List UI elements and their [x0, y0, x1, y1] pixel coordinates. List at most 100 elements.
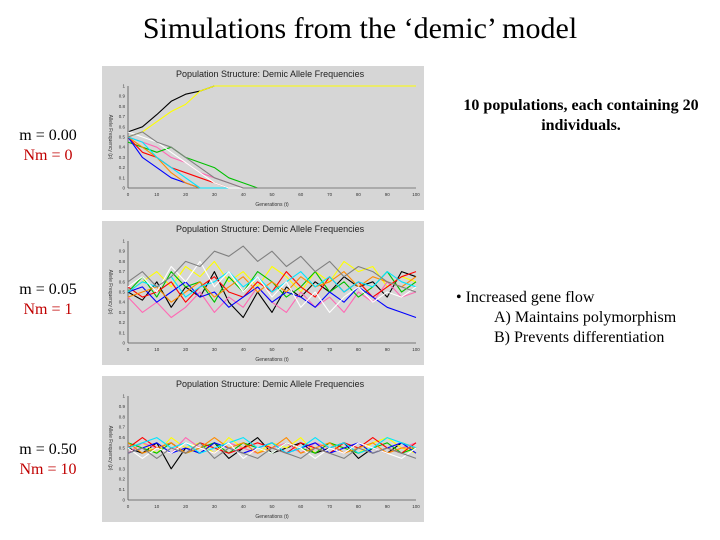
- y-tick-label: 1: [122, 84, 125, 89]
- x-tick-label: 100: [412, 347, 420, 352]
- x-tick-label: 100: [412, 192, 420, 197]
- series-line-10: [127, 131, 416, 189]
- series-line-6: [127, 281, 417, 319]
- label-group-1: m = 0.00 Nm = 0: [6, 126, 90, 166]
- label-group-2: m = 0.05 Nm = 1: [6, 280, 90, 320]
- y-axis-label: Allele Frequency (p): [107, 115, 113, 160]
- series-line-8: [127, 271, 417, 298]
- x-tick-label: 70: [327, 347, 333, 352]
- x-tick-label: 90: [385, 192, 391, 197]
- series-line-2: [127, 85, 416, 138]
- y-tick-label: 0.5: [119, 290, 126, 295]
- x-tick-label: 40: [241, 192, 247, 197]
- x-tick-label: 0: [127, 504, 130, 509]
- allele-frequency-chart: Population Structure: Demic Allele Frequ…: [102, 221, 424, 365]
- y-axis-label: Allele Frequency (p): [107, 426, 113, 471]
- x-tick-label: 50: [269, 347, 275, 352]
- y-tick-label: 0.4: [119, 145, 126, 150]
- x-tick-label: 20: [183, 347, 189, 352]
- y-tick-label: 0.5: [119, 446, 126, 451]
- chart-panel-3: Population Structure: Demic Allele Frequ…: [102, 376, 424, 522]
- series-line-8: [127, 437, 417, 454]
- y-tick-label: 0.4: [119, 300, 126, 305]
- x-tick-label: 10: [154, 347, 160, 352]
- x-tick-label: 60: [298, 192, 304, 197]
- bullet-list: • Increased gene flow A) Maintains polym…: [456, 288, 720, 348]
- nm-label: Nm = 10: [19, 461, 77, 478]
- x-tick-label: 50: [269, 192, 275, 197]
- x-tick-label: 50: [269, 504, 275, 509]
- chart-title: Population Structure: Demic Allele Frequ…: [176, 224, 365, 234]
- y-tick-label: 0.6: [119, 279, 126, 284]
- x-tick-label: 80: [356, 347, 362, 352]
- x-axis-label: Generations (t): [255, 514, 289, 520]
- y-tick-label: 0.1: [119, 487, 126, 492]
- x-tick-label: 10: [154, 504, 160, 509]
- y-axis-label: Allele Frequency (p): [107, 270, 113, 315]
- y-tick-label: 0.5: [119, 135, 126, 140]
- y-tick-label: 0.8: [119, 104, 126, 109]
- y-tick-label: 0.3: [119, 155, 126, 160]
- x-tick-label: 80: [356, 192, 362, 197]
- chart-panel-2: Population Structure: Demic Allele Frequ…: [102, 221, 424, 365]
- x-tick-label: 30: [212, 504, 218, 509]
- y-tick-label: 0.1: [119, 330, 126, 335]
- x-tick-label: 70: [327, 504, 333, 509]
- bullet-main: • Increased gene flow: [456, 289, 595, 306]
- series-line-2: [127, 260, 417, 293]
- series-line-1: [127, 271, 417, 319]
- y-tick-label: 0.9: [119, 94, 126, 99]
- x-tick-label: 40: [241, 504, 247, 509]
- series-line-10: [127, 245, 417, 293]
- x-tick-label: 10: [154, 192, 160, 197]
- y-tick-label: 0.9: [119, 404, 126, 409]
- slide-title: Simulations from the ‘demic’ model: [142, 12, 578, 45]
- y-tick-label: 0.7: [119, 269, 126, 274]
- x-tick-label: 30: [212, 347, 218, 352]
- y-tick-label: 0: [122, 498, 125, 503]
- nm-label: Nm = 0: [23, 147, 73, 164]
- x-tick-label: 30: [212, 192, 218, 197]
- x-tick-label: 20: [183, 192, 189, 197]
- y-tick-label: 0.6: [119, 435, 126, 440]
- y-tick-label: 0.2: [119, 477, 126, 482]
- bullet-sub-1: A) Maintains polymorphism: [494, 309, 677, 326]
- y-tick-label: 1: [122, 394, 125, 399]
- nm-label: Nm = 1: [23, 301, 73, 318]
- migration-rate-label: m = 0.50: [19, 441, 77, 458]
- y-tick-label: 0.4: [119, 456, 126, 461]
- y-tick-label: 0.2: [119, 320, 126, 325]
- x-tick-label: 90: [385, 347, 391, 352]
- y-tick-label: 0.8: [119, 414, 126, 419]
- chart-background: [102, 66, 424, 210]
- allele-frequency-chart: Population Structure: Demic Allele Frequ…: [102, 376, 424, 522]
- info-text: 10 populations, each containing 20 indiv…: [463, 97, 699, 134]
- y-tick-label: 0.3: [119, 466, 126, 471]
- chart-title: Population Structure: Demic Allele Frequ…: [176, 379, 365, 389]
- x-tick-label: 0: [127, 347, 130, 352]
- x-tick-label: 20: [183, 504, 189, 509]
- x-tick-label: 0: [127, 192, 130, 197]
- y-tick-label: 0: [122, 341, 125, 346]
- chart-panel-1: Population Structure: Demic Allele Frequ…: [102, 66, 424, 210]
- label-group-3: m = 0.50 Nm = 10: [6, 440, 90, 480]
- allele-frequency-chart: Population Structure: Demic Allele Frequ…: [102, 66, 424, 210]
- migration-rate-label: m = 0.00: [19, 127, 77, 144]
- y-tick-label: 0.6: [119, 124, 126, 129]
- y-tick-label: 0.3: [119, 310, 126, 315]
- y-tick-label: 0.7: [119, 114, 126, 119]
- y-tick-label: 1: [122, 239, 125, 244]
- x-axis-label: Generations (t): [255, 357, 289, 363]
- x-tick-label: 60: [298, 504, 304, 509]
- y-tick-label: 0.2: [119, 165, 126, 170]
- y-tick-label: 0.9: [119, 249, 126, 254]
- chart-title: Population Structure: Demic Allele Frequ…: [176, 69, 365, 79]
- migration-rate-label: m = 0.05: [19, 281, 77, 298]
- y-tick-label: 0.1: [119, 175, 126, 180]
- y-tick-label: 0: [122, 186, 125, 191]
- y-tick-label: 0.8: [119, 259, 126, 264]
- x-tick-label: 70: [327, 192, 333, 197]
- x-tick-label: 80: [356, 504, 362, 509]
- series-line-10: [127, 442, 417, 459]
- x-tick-label: 60: [298, 347, 304, 352]
